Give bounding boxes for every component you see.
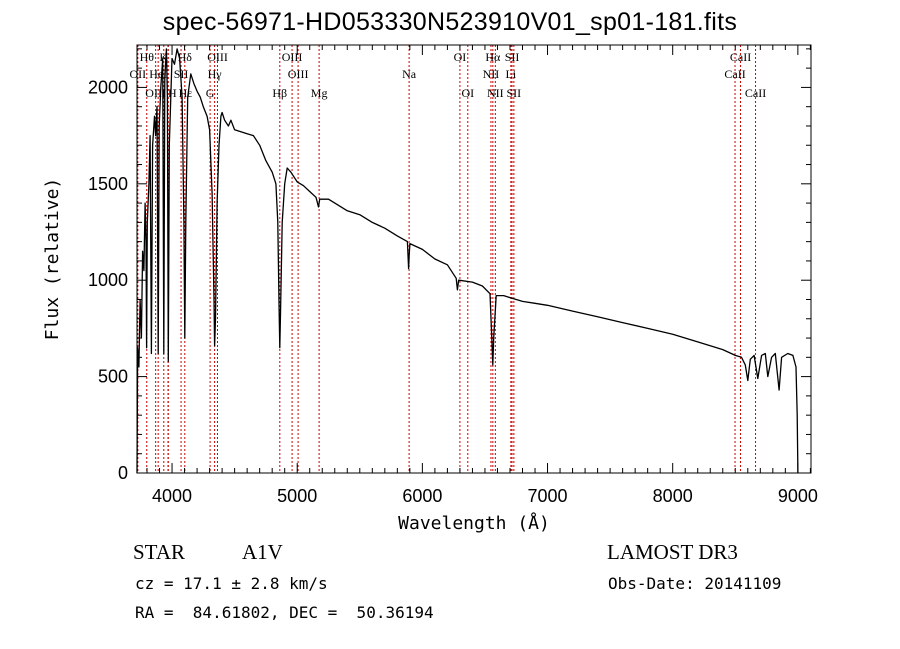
spectrum-line [136, 48, 799, 474]
plot-frame [136, 44, 812, 474]
line-marker-label: SII [507, 86, 522, 100]
line-marker-label: Hδ [178, 50, 193, 64]
line-marker-label: H [168, 86, 177, 100]
line-marker-label: CaII [724, 67, 745, 81]
survey-label: LAMOST DR3 [607, 540, 738, 564]
y-axis-label: Flux (relative) [42, 178, 63, 341]
line-marker-label: K [159, 50, 168, 64]
y-tick-label: 2000 [88, 77, 128, 97]
y-tick-label: 500 [98, 367, 128, 387]
line-marker-label: OIII [282, 50, 303, 64]
line-marker-label: Hθ [140, 50, 155, 64]
coordinates: RA = 84.61802, DEC = 50.36194 [135, 603, 434, 622]
y-tick-label: 1500 [88, 174, 128, 194]
line-marker-label: OII [130, 67, 147, 81]
line-marker-label: Na [402, 67, 417, 81]
spectral-class: A1V [242, 540, 283, 564]
x-tick-label: 8000 [653, 486, 693, 506]
line-marker-label: Hε [179, 86, 193, 100]
line-marker-label: NII [483, 67, 500, 81]
line-marker-label: OI [462, 86, 475, 100]
line-marker-label: Li [506, 67, 517, 81]
x-tick-label: 5000 [277, 486, 317, 506]
line-marker-label: G [206, 86, 215, 100]
line-marker-label: NII [487, 86, 504, 100]
x-tick-label: 6000 [402, 486, 442, 506]
line-marker-label: Hγ [208, 67, 223, 81]
line-marker-label: CaII [730, 50, 751, 64]
x-tick-label: 4000 [152, 486, 192, 506]
line-marker-label: Hα [485, 50, 501, 64]
object-type: STAR [133, 540, 185, 564]
line-marker-label: Mg [311, 86, 328, 100]
y-tick-label: 0 [118, 463, 128, 483]
x-tick-label: 9000 [778, 486, 818, 506]
redshift-text: cz = 17.1 ± 2.8 km/s [135, 574, 328, 593]
y-tick-label: 1000 [88, 270, 128, 290]
line-marker-label: CaII [745, 86, 766, 100]
obs-date: Obs-Date: 20141109 [608, 574, 782, 593]
line-marker-label: OIII [207, 50, 228, 64]
chart-title: spec-56971-HD053330N523910V01_sp01-181.f… [162, 8, 738, 36]
line-marker-label: SII [505, 50, 520, 64]
line-marker-label: Hβ [272, 86, 287, 100]
line-marker-label: OI [454, 50, 467, 64]
x-axis-label: Wavelength (Å) [398, 512, 550, 534]
line-marker-label: OIII [288, 67, 309, 81]
x-tick-label: 7000 [528, 486, 568, 506]
